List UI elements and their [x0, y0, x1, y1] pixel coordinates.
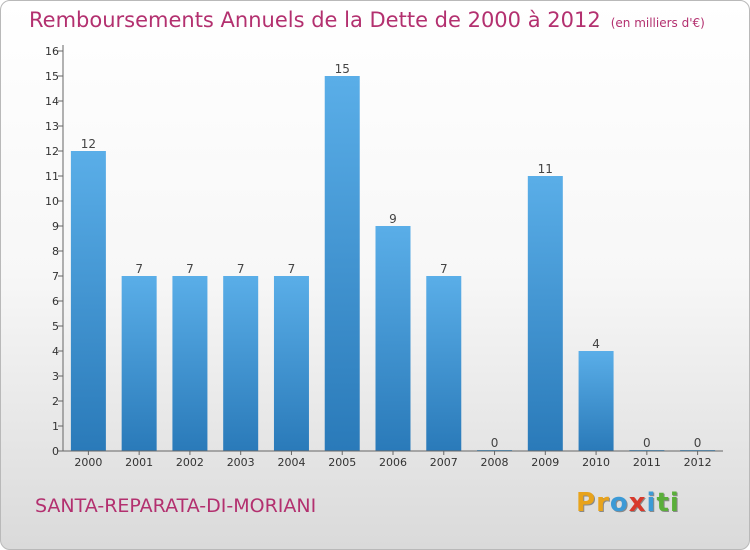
- x-tick-label-2006: 2006: [379, 456, 407, 469]
- value-label-2008: 0: [491, 436, 499, 450]
- value-label-2006: 9: [389, 212, 397, 226]
- x-tick-label-2003: 2003: [227, 456, 255, 469]
- commune-name: SANTA-REPARATA-DI-MORIANI: [35, 495, 317, 517]
- x-tick-label-2000: 2000: [74, 456, 102, 469]
- bar-2003: [223, 276, 259, 451]
- y-tick-label-9: 9: [52, 220, 59, 233]
- proxiti-logo: Proxiti: [576, 488, 680, 518]
- y-tick-label-14: 14: [45, 95, 59, 108]
- x-tick-label-2001: 2001: [125, 456, 153, 469]
- y-tick-label-16: 16: [45, 45, 59, 58]
- value-label-2011: 0: [643, 436, 651, 450]
- y-tick-label-10: 10: [45, 195, 59, 208]
- y-tick-label-1: 1: [52, 420, 59, 433]
- x-tick-label-2012: 2012: [684, 456, 712, 469]
- bar-2000: [70, 151, 106, 451]
- logo-letter-2: o: [609, 488, 629, 518]
- x-tick-label-2007: 2007: [430, 456, 458, 469]
- y-tick-label-11: 11: [45, 170, 59, 183]
- x-tick-label-2011: 2011: [633, 456, 661, 469]
- x-tick-label-2004: 2004: [277, 456, 305, 469]
- bar-2007: [426, 276, 462, 451]
- value-label-2009: 11: [538, 162, 553, 176]
- value-label-2010: 4: [592, 337, 600, 351]
- value-label-2012: 0: [694, 436, 702, 450]
- x-tick-label-2008: 2008: [481, 456, 509, 469]
- logo-letter-3: x: [628, 488, 647, 518]
- bar-2001: [121, 276, 157, 451]
- x-tick-label-2009: 2009: [531, 456, 559, 469]
- bar-2006: [375, 226, 411, 451]
- value-label-2003: 7: [237, 262, 245, 276]
- bar-2002: [172, 276, 208, 451]
- value-label-2005: 15: [335, 62, 350, 76]
- value-label-2001: 7: [135, 262, 143, 276]
- logo-letter-6: i: [669, 488, 680, 518]
- x-tick-label-2002: 2002: [176, 456, 204, 469]
- value-label-2000: 12: [81, 137, 96, 151]
- chart-title: Remboursements Annuels de la Dette de 20…: [29, 8, 601, 32]
- value-label-2004: 7: [288, 262, 296, 276]
- logo-letter-0: P: [576, 488, 597, 518]
- y-tick-label-4: 4: [52, 345, 59, 358]
- y-tick-label-7: 7: [52, 270, 59, 283]
- y-tick-label-0: 0: [52, 445, 59, 458]
- value-label-2002: 7: [186, 262, 194, 276]
- y-tick-label-15: 15: [45, 70, 59, 83]
- chart-unit: (en milliers d'€): [610, 16, 705, 30]
- y-tick-label-5: 5: [52, 320, 59, 333]
- logo-letter-5: t: [656, 488, 670, 518]
- bar-2005: [324, 76, 360, 451]
- logo-letter-1: r: [596, 488, 610, 518]
- y-tick-label-6: 6: [52, 295, 59, 308]
- y-tick-label-13: 13: [45, 120, 59, 133]
- chart-title-line: Remboursements Annuels de la Dette de 20…: [29, 8, 705, 32]
- value-label-2007: 7: [440, 262, 448, 276]
- bar-2009: [527, 176, 563, 451]
- x-tick-label-2010: 2010: [582, 456, 610, 469]
- y-tick-label-2: 2: [52, 395, 59, 408]
- logo-letter-4: i: [646, 488, 657, 518]
- bar-2004: [273, 276, 309, 451]
- y-tick-label-12: 12: [45, 145, 59, 158]
- y-tick-label-3: 3: [52, 370, 59, 383]
- y-tick-label-8: 8: [52, 245, 59, 258]
- x-tick-label-2005: 2005: [328, 456, 356, 469]
- bar-2010: [578, 351, 614, 451]
